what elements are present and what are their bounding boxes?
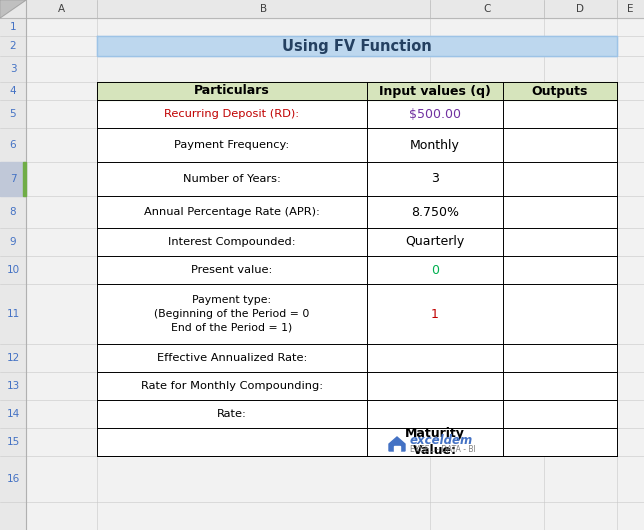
Text: 14: 14 <box>6 409 19 419</box>
Text: Interest Compounded:: Interest Compounded: <box>168 237 296 247</box>
Bar <box>97 82 367 100</box>
Text: 6: 6 <box>10 140 16 150</box>
Text: Number of Years:: Number of Years: <box>183 174 281 184</box>
Text: Input values (q): Input values (q) <box>379 84 491 98</box>
Text: 8: 8 <box>10 207 16 217</box>
Text: A: A <box>58 4 65 14</box>
Text: Outputs: Outputs <box>532 84 588 98</box>
Bar <box>367 82 503 100</box>
Text: 5: 5 <box>10 109 16 119</box>
Bar <box>0 162 26 196</box>
Text: Present value:: Present value: <box>191 265 272 275</box>
Text: 0: 0 <box>431 263 439 277</box>
Text: Monthly: Monthly <box>410 138 460 152</box>
Text: 9: 9 <box>10 237 16 247</box>
Bar <box>23 162 26 196</box>
Bar <box>97 82 617 456</box>
Text: 2: 2 <box>10 41 16 51</box>
Text: Effective Annualized Rate:: Effective Annualized Rate: <box>156 353 307 363</box>
Text: Rate for Monthly Compounding:: Rate for Monthly Compounding: <box>141 381 323 391</box>
Polygon shape <box>394 446 400 451</box>
Text: 1: 1 <box>431 307 439 321</box>
Text: Payment Frequency:: Payment Frequency: <box>175 140 290 150</box>
Polygon shape <box>389 437 405 451</box>
Text: 4: 4 <box>10 86 16 96</box>
Text: 3: 3 <box>431 172 439 185</box>
Bar <box>503 82 617 100</box>
Text: 15: 15 <box>6 437 19 447</box>
Text: Recurring Deposit (RD):: Recurring Deposit (RD): <box>164 109 299 119</box>
Polygon shape <box>0 0 26 18</box>
Text: $500.00: $500.00 <box>409 108 461 120</box>
Text: E: E <box>627 4 634 14</box>
Text: Using FV Function: Using FV Function <box>282 39 432 54</box>
Text: 12: 12 <box>6 353 19 363</box>
Text: Rate:: Rate: <box>217 409 247 419</box>
Bar <box>97 36 617 56</box>
Text: Particulars: Particulars <box>194 84 270 98</box>
Text: C: C <box>483 4 491 14</box>
Text: exceldem: exceldem <box>410 435 473 447</box>
Text: 1: 1 <box>10 22 16 32</box>
Text: Maturity
Value:: Maturity Value: <box>405 427 465 457</box>
Text: 8.750%: 8.750% <box>411 206 459 218</box>
Text: 11: 11 <box>6 309 19 319</box>
Text: B: B <box>260 4 267 14</box>
Text: Annual Percentage Rate (APR):: Annual Percentage Rate (APR): <box>144 207 320 217</box>
Text: Quarterly: Quarterly <box>405 235 464 249</box>
Text: 13: 13 <box>6 381 19 391</box>
Text: 3: 3 <box>10 64 16 74</box>
Text: 16: 16 <box>6 474 19 484</box>
Text: Payment type:
(Beginning of the Period = 0
End of the Period = 1): Payment type: (Beginning of the Period =… <box>155 295 310 333</box>
Text: EXCEL - DATA - BI: EXCEL - DATA - BI <box>410 446 476 455</box>
Text: D: D <box>576 4 585 14</box>
Text: 7: 7 <box>10 174 16 184</box>
Text: 10: 10 <box>6 265 19 275</box>
Bar <box>0 18 26 530</box>
Bar <box>0 0 644 18</box>
